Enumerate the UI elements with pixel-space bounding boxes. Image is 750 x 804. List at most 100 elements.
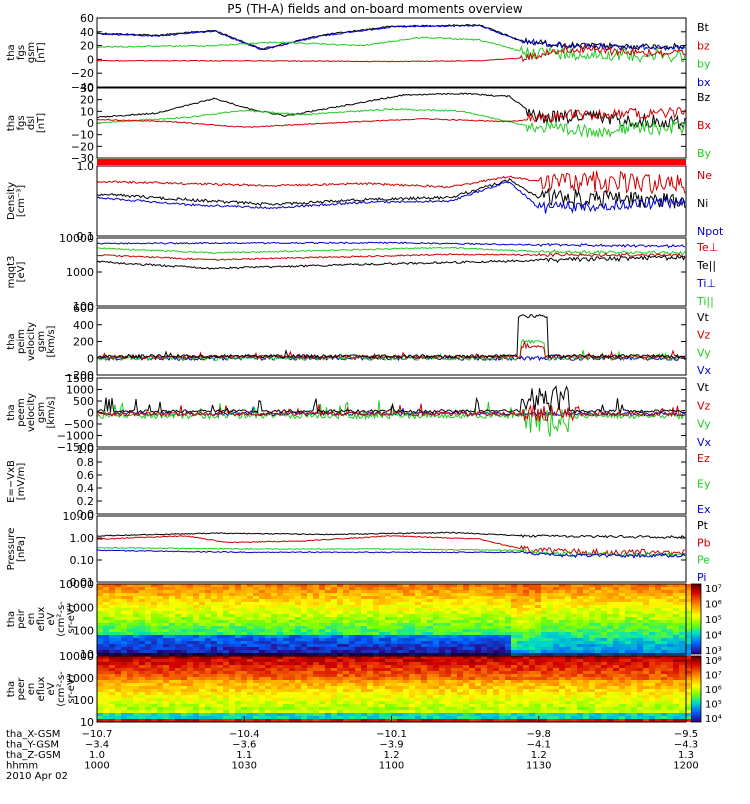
spectrogram-cell (235, 710, 241, 713)
spectrogram-cell (427, 593, 433, 596)
spectrogram-cell (259, 602, 265, 605)
spectrogram-cell (271, 638, 277, 641)
spectrogram-cell (655, 686, 661, 689)
spectrogram-cell (259, 641, 265, 644)
spectrogram-cell (259, 596, 265, 599)
spectrogram-cell (433, 677, 439, 680)
spectrogram-cell (529, 719, 535, 722)
spectrogram-cell (193, 629, 199, 632)
spectrogram-cell (679, 683, 685, 686)
spectrogram-cell (337, 692, 343, 695)
spectrogram-cell (163, 584, 169, 587)
spectrogram-cell (517, 692, 523, 695)
spectrogram-cell (403, 626, 409, 629)
spectrogram-cell (535, 695, 541, 698)
spectrogram-cell (247, 587, 253, 590)
spectrogram-cell (625, 665, 631, 668)
spectrogram-cell (319, 656, 325, 659)
spectrogram-cell (199, 662, 205, 665)
spectrogram-cell (97, 599, 103, 602)
series-ti-par (96, 246, 686, 256)
spectrogram-cell (505, 596, 511, 599)
spectrogram-cell (499, 647, 505, 650)
spectrogram-cell (103, 587, 109, 590)
spectrogram-cell (445, 587, 451, 590)
spectrogram-cell (547, 671, 553, 674)
spectrogram-cell (277, 692, 283, 695)
spectrogram-cell (103, 626, 109, 629)
spectrogram-cell (181, 617, 187, 620)
spectrogram-cell (445, 716, 451, 719)
spectrogram-cell (601, 641, 607, 644)
spectrogram-cell (313, 695, 319, 698)
spectrogram-cell (571, 668, 577, 671)
spectrogram-cell (643, 707, 649, 710)
spectrogram-cell (469, 623, 475, 626)
spectrogram-cell (637, 704, 643, 707)
spectrogram-cell (619, 689, 625, 692)
spectrogram-cell (109, 710, 115, 713)
spectrogram-cell (133, 587, 139, 590)
spectrogram-cell (547, 707, 553, 710)
spectrogram-cell (259, 599, 265, 602)
spectrogram-cell (541, 593, 547, 596)
spectrogram-cell (415, 611, 421, 614)
spectrogram-cell (415, 674, 421, 677)
spectrogram-cell (481, 605, 487, 608)
spectrogram-cell (415, 614, 421, 617)
spectrogram-cell (409, 623, 415, 626)
spectrogram-cell (187, 635, 193, 638)
spectrogram-cell (445, 635, 451, 638)
spectrogram-cell (253, 611, 259, 614)
spectrogram-cell (283, 677, 289, 680)
spectrogram-cell (133, 638, 139, 641)
spectrogram-cell (547, 665, 553, 668)
spectrogram-cell (559, 599, 565, 602)
spectrogram-cell (97, 641, 103, 644)
spectrogram-cell (139, 707, 145, 710)
spectrogram-cell (157, 716, 163, 719)
spectrogram-cell (445, 683, 451, 686)
spectrogram-cell (349, 599, 355, 602)
spectrogram-cell (277, 587, 283, 590)
spectrogram-cell (409, 614, 415, 617)
spectrogram-cell (631, 650, 637, 653)
spectrogram-cell (343, 620, 349, 623)
spectrogram-cell (601, 650, 607, 653)
spectrogram-cell (415, 647, 421, 650)
spectrogram-cell (487, 692, 493, 695)
spectrogram-cell (265, 596, 271, 599)
spectrogram-cell (553, 644, 559, 647)
spectrogram-cell (151, 716, 157, 719)
spectrogram-cell (463, 719, 469, 722)
spectrogram-cell (97, 590, 103, 593)
spectrogram-cell (115, 698, 121, 701)
spectrogram-cell (127, 701, 133, 704)
spectrogram-cell (427, 596, 433, 599)
spectrogram-cell (115, 662, 121, 665)
spectrogram-cell (373, 605, 379, 608)
spectrogram-cell (235, 590, 241, 593)
spectrogram-cell (463, 656, 469, 659)
spectrogram-cell (205, 683, 211, 686)
spectrogram-cell (235, 704, 241, 707)
spectrogram-cell (589, 584, 595, 587)
spectrogram-cell (619, 719, 625, 722)
spectrogram-cell (607, 647, 613, 650)
y-tick-label: 0.8 (77, 456, 95, 469)
series-te-perp (96, 252, 686, 261)
spectrogram-cell (229, 659, 235, 662)
spectrogram-cell (487, 668, 493, 671)
spectrogram-cell (391, 704, 397, 707)
spectrogram-cell (679, 614, 685, 617)
spectrogram-cell (367, 584, 373, 587)
spectrogram-cell (211, 620, 217, 623)
spectrogram-cell (301, 698, 307, 701)
colorbar (690, 583, 702, 655)
spectrogram-cell (637, 602, 643, 605)
spectrogram-cell (481, 593, 487, 596)
spectrogram-cell (97, 716, 103, 719)
spectrogram-cell (457, 596, 463, 599)
spectrogram-cell (247, 704, 253, 707)
